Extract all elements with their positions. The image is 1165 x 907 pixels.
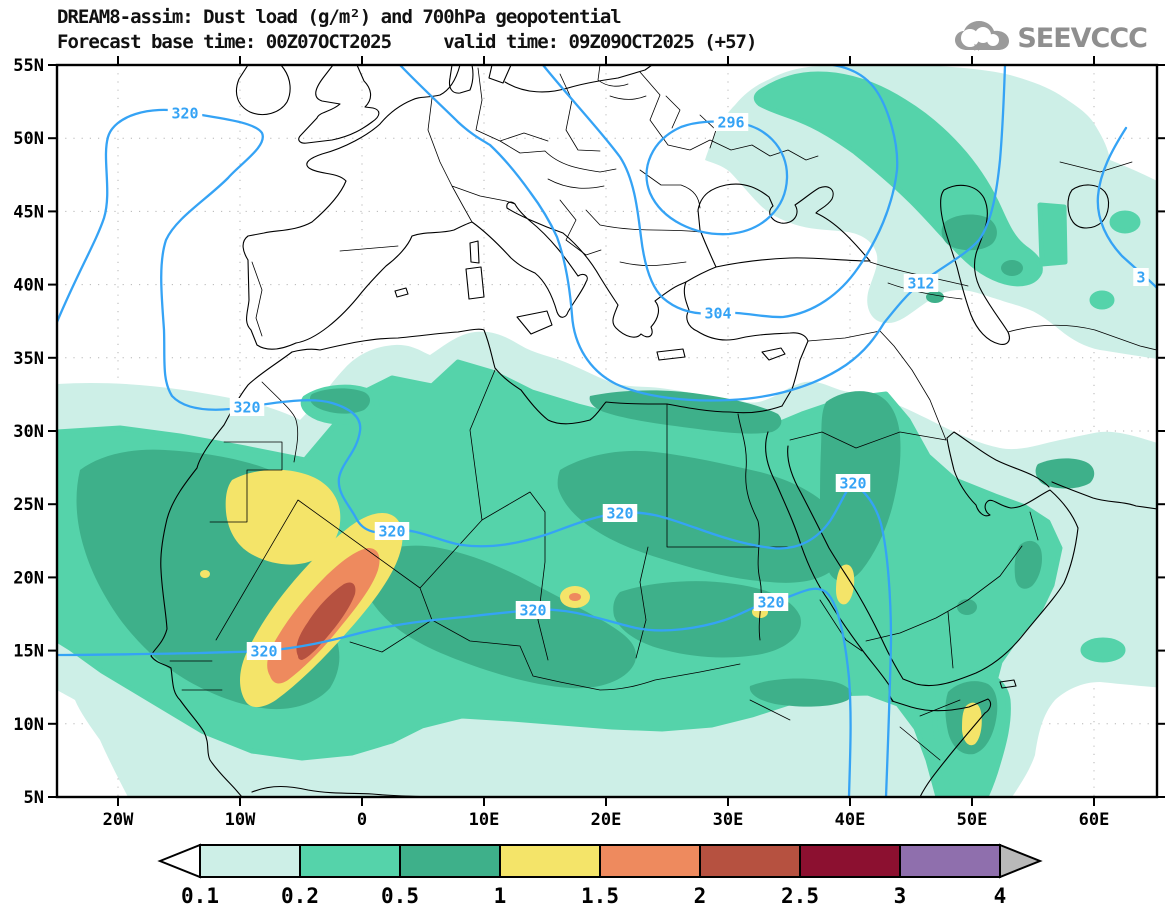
latitude-axis: 55N 50N 45N 40N 35N 30N 25N 20N 15N 10N 5N [13,56,44,808]
colorbar-left-arrow [157,843,201,879]
colorbar-tick-label: 0.1 [181,884,219,907]
dust-shading [57,66,1157,797]
lat-axis-label: 10N [13,715,44,735]
colorbar-tick-label: 2.5 [781,884,819,907]
colorbar-segment [399,844,501,878]
seevccc-logo: » SEEVCCC [953,18,1148,58]
contour-label: 320 [250,643,277,661]
colorbar-tick-label: 2 [694,884,707,907]
contour-label-bg [753,593,789,611]
colorbar-tick-label: 1 [494,884,507,907]
dust-load-colorbar: 0.1 0.2 0.5 1 1.5 2 2.5 3 4 [157,843,1043,907]
colorbar-tick-label: 4 [994,884,1007,907]
contour-label-bg [700,304,736,322]
contour-label: 320 [839,475,866,493]
contour-labels: 320 296 304 312 3 320 320 320 320 320 320 320 [167,104,1149,661]
coastlines [150,65,1157,797]
lon-axis-label: 60E [1079,810,1110,830]
contour-label-bg [835,474,871,492]
colorbar-tick-label: 0.5 [381,884,419,907]
lat-axis-label: 45N [13,202,44,222]
colorbar-segment [799,844,901,878]
plot-subtitle: Forecast base time: 00Z07OCT2025 valid t… [57,31,757,53]
contour-label-bg [167,104,203,122]
contour-label: 304 [704,305,731,323]
geopotential-contours [57,65,1157,797]
colorbar-right-arrow [999,843,1043,879]
lat-axis-label: 55N [13,56,44,76]
colorbar-segment [599,844,701,878]
contour-label: 320 [378,523,405,541]
contour-label-bg [229,398,265,416]
lat-axis-label: 25N [13,495,44,515]
plot-title: DREAM8-assim: Dust load (g/m²) and 700hP… [57,6,622,28]
lon-axis-label: 40E [835,810,866,830]
contour-label: 296 [717,114,744,132]
longitude-axis: 20W 10W 0 10E 20E 30E 40E 50E 60E [103,810,1110,830]
cloud-icon: » [955,21,1010,56]
svg-text:»: » [973,37,983,56]
contour-label-bg [713,113,749,131]
contour-label: 320 [233,399,260,417]
lat-axis-label: 20N [13,568,44,588]
lon-axis-label: 0 [357,810,367,830]
lon-axis-label: 30E [713,810,744,830]
contour-304 [541,65,899,319]
contour-296 [645,120,789,236]
contour-label: 3 [1136,269,1145,287]
lon-axis-label: 10W [225,810,256,830]
contour-label-bg [1133,268,1149,286]
colorbar-segment [499,844,601,878]
dust-level-2 [296,582,356,660]
contour-label-bg [903,274,939,292]
lon-axis-label: 10E [469,810,500,830]
contour-label-bg [515,601,551,619]
lat-axis-label: 40N [13,276,44,296]
logo-text: SEEVCCC [1017,22,1148,54]
lat-axis-label: 35N [13,349,44,369]
contour-label: 312 [907,275,934,293]
colorbar-tick-label: 0.2 [281,884,319,907]
contour-label-bg [602,504,638,522]
lon-axis-label: 20E [591,810,622,830]
contour-label-bg [374,522,410,540]
colorbar-segment [199,844,301,878]
colorbar-segment [899,844,1001,878]
contour-label-bg [246,642,282,660]
contour-320-north [57,108,893,797]
contour-label: 320 [757,594,784,612]
contour-312 [398,65,1007,402]
lon-axis-label: 20W [103,810,134,830]
contour-label: 320 [606,505,633,523]
colorbar-segment [299,844,401,878]
lat-axis-label: 30N [13,422,44,442]
lat-axis-label: 15N [13,642,44,662]
colorbar-tick-label: 1.5 [581,884,619,907]
colorbar-tick-label: 3 [894,884,907,907]
lon-axis-label: 50E [957,810,988,830]
lat-axis-label: 5N [24,788,44,808]
colorbar-segment [699,844,801,878]
contour-label: 320 [171,105,198,123]
contour-label: 320 [519,602,546,620]
lat-axis-label: 50N [13,129,44,149]
